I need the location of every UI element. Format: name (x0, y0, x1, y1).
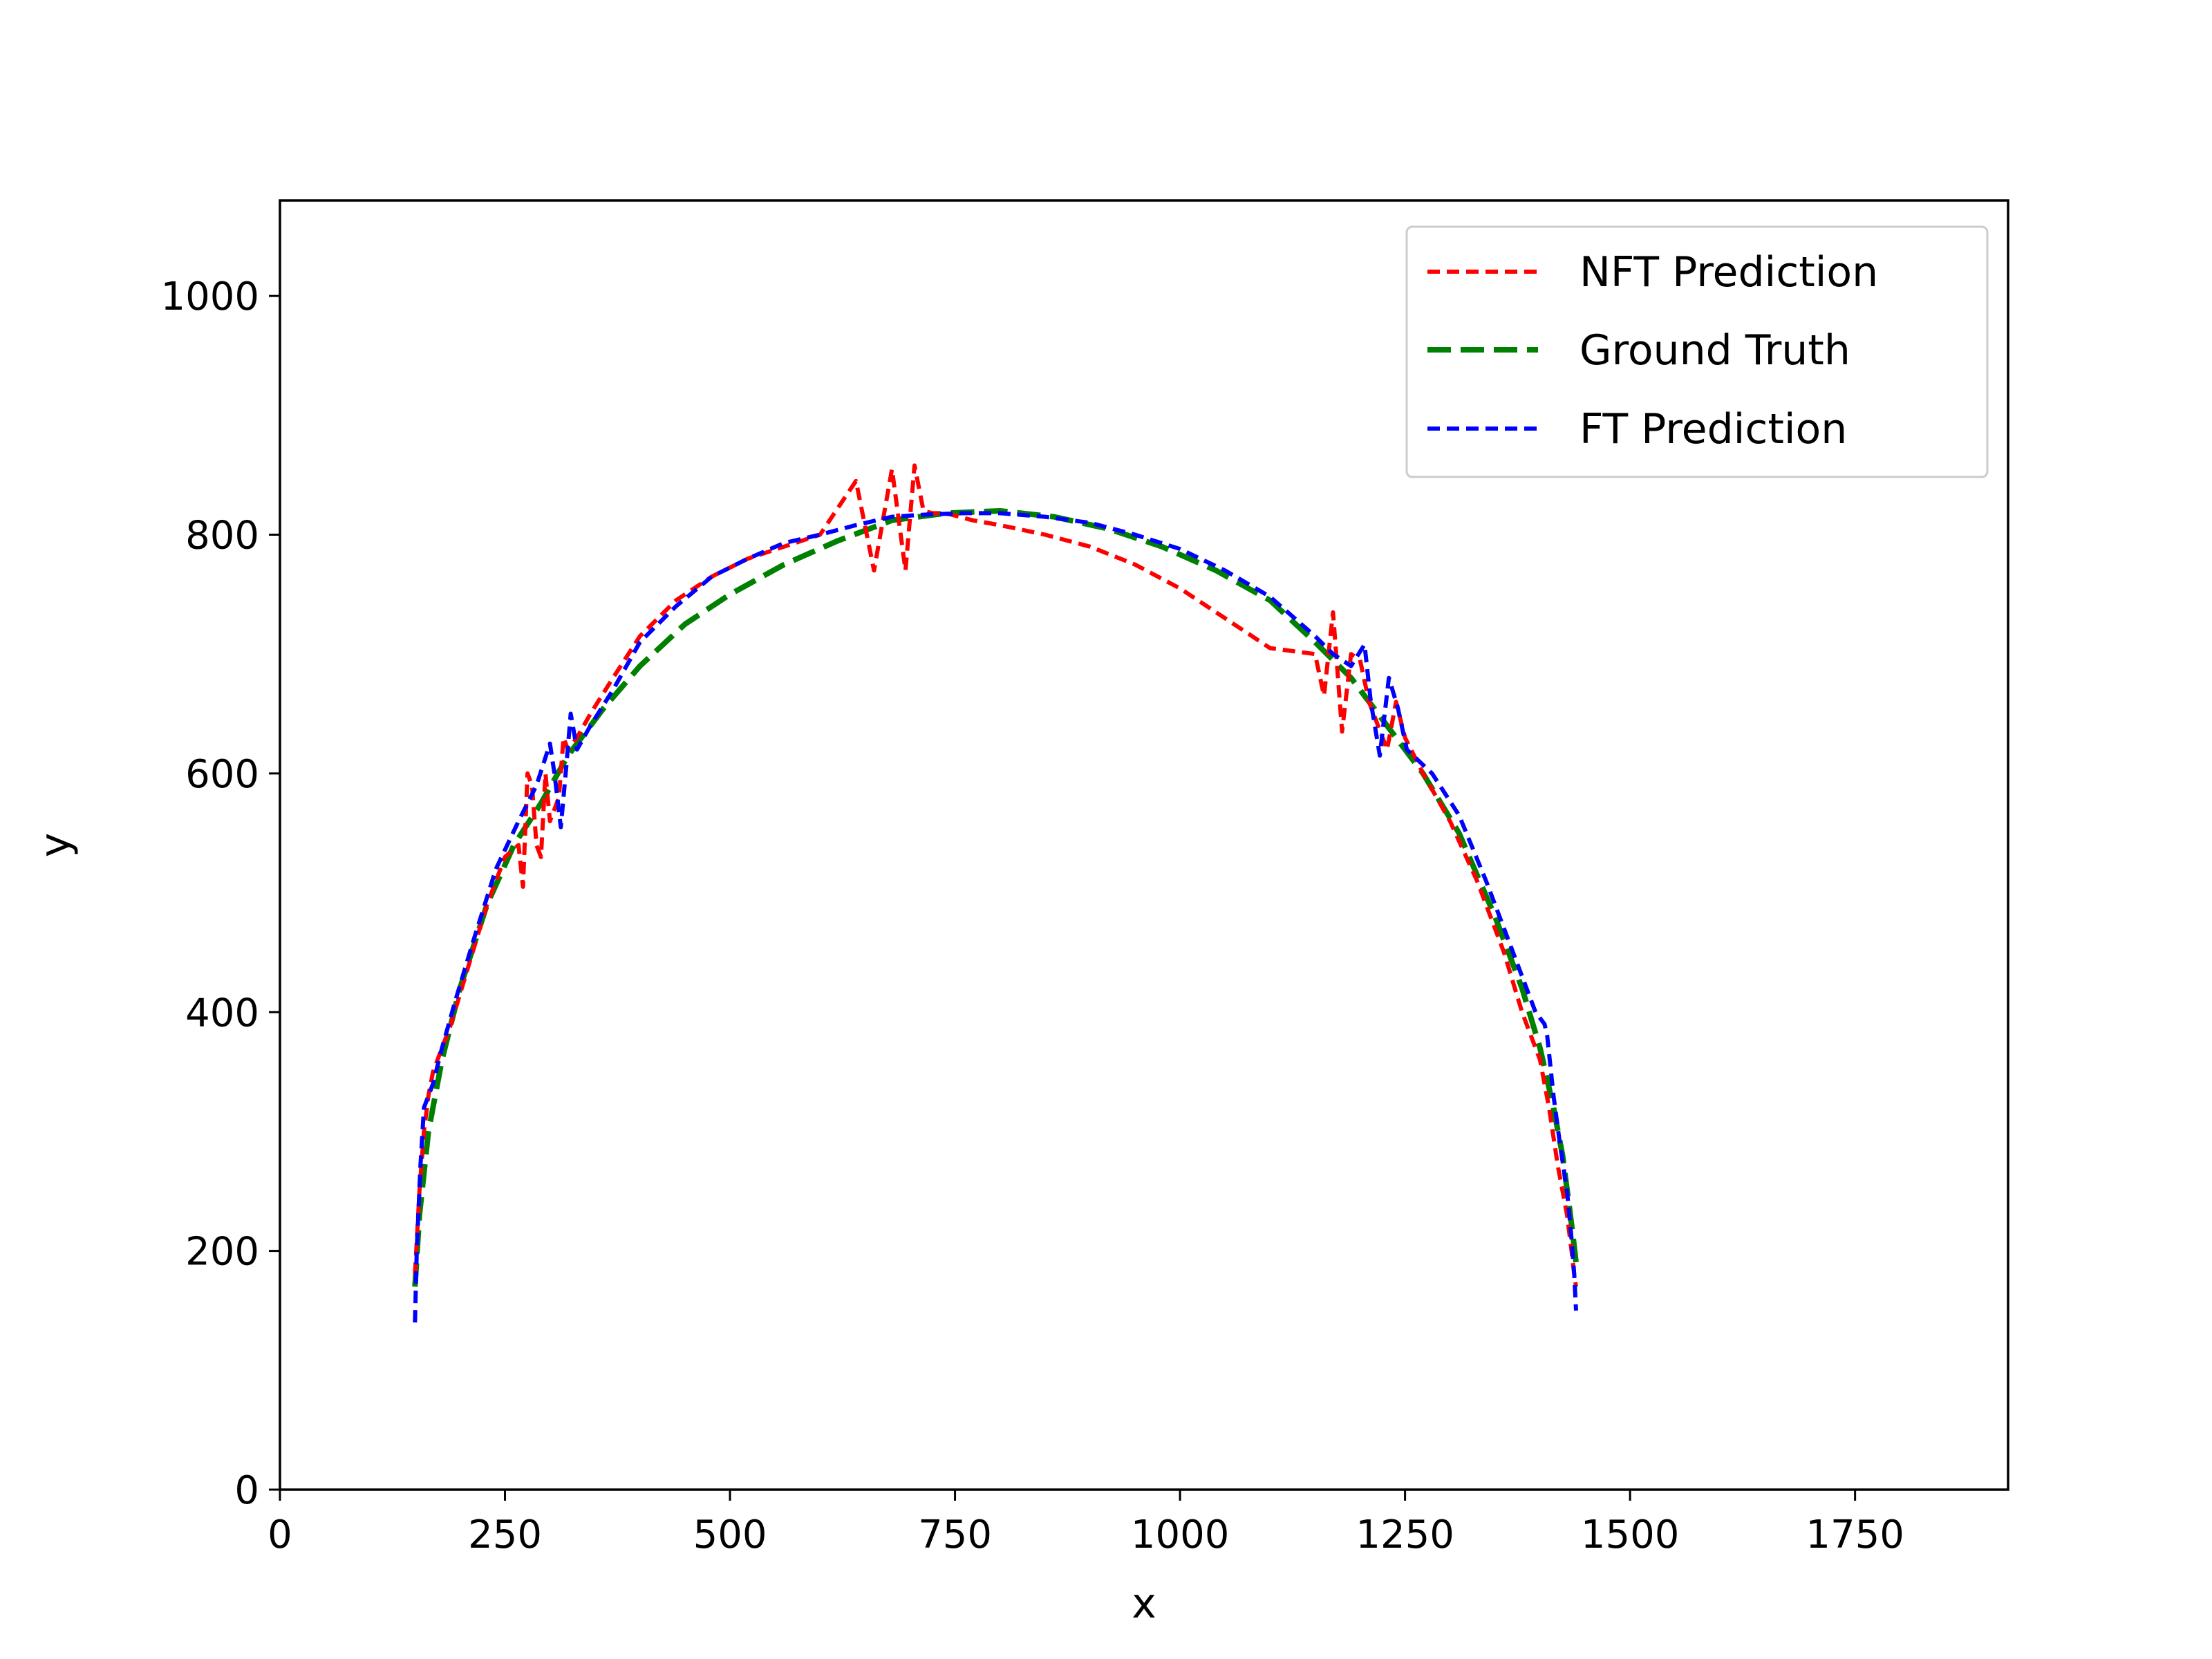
series-layer (412, 463, 1579, 1323)
x-tick-label: 500 (693, 1512, 767, 1557)
ticks-layer: 0 250 500 750 1000 1250 1500 1750 0 200 400 600 800 1… (160, 274, 1904, 1557)
y-tick-label: 0 (234, 1468, 259, 1513)
legend: NFT Prediction Ground Truth FT Predictio… (1405, 225, 1989, 478)
x-tick-label: 0 (268, 1512, 292, 1557)
y-tick-label: 1000 (160, 274, 259, 319)
x-tick-label: 750 (918, 1512, 992, 1557)
x-axis-label: x (1132, 1580, 1156, 1628)
plot-area-frame (279, 199, 2009, 1491)
y-axis-label: y (31, 833, 79, 858)
x-tick-label: 1750 (1806, 1512, 1904, 1557)
series-line-ft-prediction (413, 511, 1578, 1323)
x-tick-label: 1000 (1131, 1512, 1230, 1557)
x-tick-label: 1250 (1356, 1512, 1454, 1557)
y-tick-label: 600 (185, 752, 259, 797)
legend-label-nft-prediction: NFT Prediction (1580, 248, 1878, 297)
legend-label-ft-prediction: FT Prediction (1580, 405, 1847, 453)
y-tick-label: 200 (185, 1230, 259, 1275)
y-tick-label: 800 (185, 514, 259, 559)
legend-box (1405, 225, 1989, 478)
y-tick-label: 400 (185, 991, 259, 1035)
series-line-nft-prediction (413, 463, 1578, 1287)
x-tick-label: 250 (468, 1512, 542, 1557)
x-tick-label: 1500 (1581, 1512, 1680, 1557)
legend-label-ground-truth: Ground Truth (1580, 326, 1850, 375)
